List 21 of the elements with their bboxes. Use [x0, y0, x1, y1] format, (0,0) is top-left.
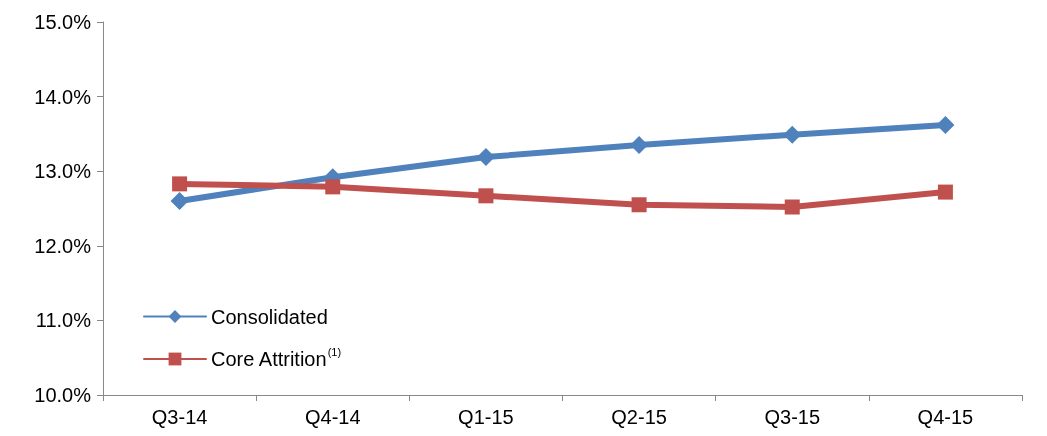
point — [937, 184, 953, 200]
point — [631, 197, 647, 213]
x-tick-label: Q4-15 — [917, 406, 974, 428]
x-tick-label: Q3-14 — [151, 406, 208, 428]
point — [784, 199, 800, 215]
point — [325, 179, 341, 195]
y-tick-label: 15.0% — [34, 11, 92, 33]
point — [172, 176, 188, 192]
point — [170, 192, 189, 211]
x-tick-label: Q1-15 — [458, 406, 514, 428]
x-tick-label: Q2-15 — [611, 406, 667, 428]
x-tick-label: Q3-15 — [764, 406, 821, 428]
legend-label: Consolidated — [211, 305, 328, 328]
y-tick-label: 11.0% — [35, 309, 92, 332]
y-tick-label: 12.0% — [34, 234, 92, 257]
x-tick-label: Q4-14 — [304, 406, 361, 428]
point — [936, 115, 955, 134]
y-tick-label: 10.0% — [34, 384, 92, 406]
y-tick-label: 13.0% — [34, 160, 92, 183]
y-tick-label: 14.0% — [34, 85, 92, 108]
point — [478, 188, 494, 204]
